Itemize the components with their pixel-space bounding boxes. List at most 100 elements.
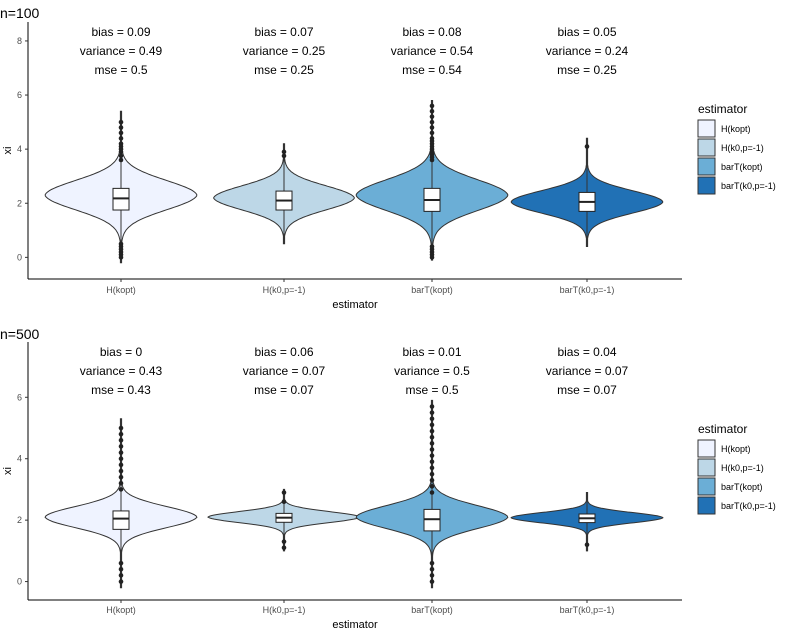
y-tick-label: 6 [17,90,22,100]
x-tick-label: barT(k0,p=-1) [560,605,615,615]
outlier-point [429,453,435,458]
outlier-point [118,153,124,159]
outlier-point [118,157,124,163]
outlier-point [281,545,287,551]
legend-item-label: H(kopt) [721,124,751,134]
outlier-point [429,560,435,566]
outlier-point [118,444,124,449]
outlier-point [429,416,435,422]
outlier-point [118,136,124,141]
outlier-point [429,103,435,109]
outlier-point [429,404,435,409]
y-tick-label: 2 [17,198,22,208]
outlier-point [429,490,435,495]
panel-1: n=100 0 2 4 6 8 xi H(kopt) H(k0,p=-1) barT(kopt) b… [0,5,776,311]
stat-bias: bias = 0.04 [557,345,616,359]
outlier-point [118,560,124,566]
stat-variance: variance = 0.49 [80,44,163,58]
outlier-point [429,130,435,136]
outlier-point [118,450,124,455]
outlier-point [118,474,124,480]
stat-mse: mse = 0.25 [254,63,314,77]
outlier-point [429,422,435,428]
outlier-point [584,542,590,548]
outlier-point [429,434,435,440]
stat-bias: bias = 0.08 [402,25,461,39]
iqr-box [112,510,130,530]
legend-title: estimator [698,102,747,116]
legend-key [697,458,716,477]
y-axis-label: xi [2,147,14,155]
outlier-point [429,459,435,465]
outlier-point [429,579,435,584]
legend-item-label: barT(k0,p=-1) [721,501,776,511]
legend-item-label: barT(kopt) [721,162,763,172]
stat-bias: bias = 0.09 [91,25,150,39]
outlier-point [429,244,435,249]
outlier-point [429,119,435,125]
outlier-point [118,119,124,125]
stat-bias: bias = 0.05 [557,25,616,39]
stat-bias: bias = 0.07 [254,25,313,39]
panel-title: n=100 [0,5,40,21]
x-tick-label: H(k0,p=-1) [263,285,306,295]
y-axis-label: xi [2,467,14,475]
stat-variance: variance = 0.07 [546,364,629,378]
legend-key [697,496,716,515]
x-tick-label: H(kopt) [106,285,136,295]
stat-bias: bias = 0.06 [254,345,313,359]
stat-mse: mse = 0.43 [91,383,151,397]
outlier-point [118,141,124,147]
stat-mse: mse = 0.07 [557,383,617,397]
outlier-point [429,465,435,471]
legend-key [697,157,716,176]
legend-item-label: H(k0,p=-1) [721,463,764,473]
outlier-point [429,573,435,578]
outlier-point [429,484,435,489]
stat-bias: bias = 0.01 [402,345,461,359]
outlier-point [118,468,124,474]
x-tick-label: barT(kopt) [411,285,453,295]
outlier-point [118,573,124,578]
outlier-point [118,241,124,247]
outlier-point [118,425,124,431]
outlier-point [429,566,435,572]
legend-key [697,119,716,138]
outlier-point [429,428,435,434]
legend-item-label: H(kopt) [721,444,751,454]
outlier-point [118,566,124,572]
stat-variance: variance = 0.24 [546,44,629,58]
x-axis-label: estimator [332,299,378,311]
y-tick-label: 6 [17,392,22,402]
x-tick-label: H(k0,p=-1) [263,605,306,615]
outlier-point [118,480,124,486]
outlier-point [281,490,287,495]
outlier-point [429,410,435,415]
outlier-point [429,471,435,477]
stat-mse: mse = 0.54 [402,63,462,77]
x-axis-label: estimator [332,619,378,631]
stat-mse: mse = 0.5 [94,63,147,77]
outlier-point [429,136,435,141]
legend-title: estimator [698,422,747,436]
legend-item-label: H(k0,p=-1) [721,143,764,153]
outlier-point [429,447,435,452]
stat-mse: mse = 0.07 [254,383,314,397]
outlier-point [118,579,124,584]
outlier-point [118,462,124,468]
outlier-point [429,108,435,114]
outlier-point [281,499,287,505]
outlier-point [118,487,124,492]
stat-variance: variance = 0.07 [243,364,326,378]
outlier-point [118,431,124,437]
x-tick-label: barT(kopt) [411,605,453,615]
legend-key [697,477,716,496]
outlier-point [281,539,287,544]
outlier-point [118,456,124,462]
y-tick-label: 0 [17,577,22,587]
legend-key [697,138,716,157]
panel-title: n=500 [0,326,40,342]
legend-item-label: barT(k0,p=-1) [721,181,776,191]
outlier-point [584,144,590,149]
